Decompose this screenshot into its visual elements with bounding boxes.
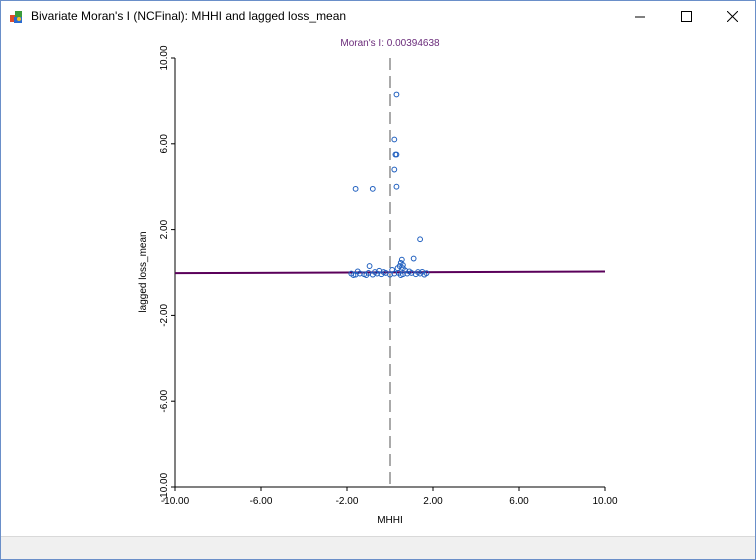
minimize-button[interactable] bbox=[617, 1, 663, 32]
maximize-button[interactable] bbox=[663, 1, 709, 32]
moran-scatter-plot[interactable]: Moran's I: 0.00394638 -10.00 -6.00 -2.00 2.… bbox=[1, 32, 755, 537]
y-tick-label: -6.00 bbox=[159, 389, 170, 412]
minimize-icon bbox=[635, 16, 645, 17]
data-points bbox=[348, 91, 430, 278]
maximize-icon bbox=[680, 11, 692, 22]
window-title: Bivariate Moran's I (NCFinal): MHHI and … bbox=[31, 9, 347, 23]
status-bar bbox=[1, 536, 755, 559]
data-point bbox=[389, 267, 396, 273]
axes: -10.00 -6.00 -2.00 2.00 6.00 10.00 -10.00 -6.00… bbox=[159, 45, 618, 507]
data-point bbox=[350, 272, 357, 278]
y-tick-label: 6.00 bbox=[159, 134, 170, 154]
data-point bbox=[393, 183, 400, 190]
y-tick-label: 2.00 bbox=[159, 219, 170, 239]
data-point bbox=[372, 269, 378, 275]
plot-area[interactable]: Moran's I: 0.00394638 -10.00 -6.00 -2.00 2.… bbox=[1, 32, 755, 537]
data-point bbox=[391, 166, 398, 173]
y-tick-label: 10.00 bbox=[159, 45, 170, 70]
chart-title: Moran's I: 0.00394638 bbox=[340, 38, 440, 49]
x-tick-label: 6.00 bbox=[509, 496, 529, 507]
title-bar[interactable]: Bivariate Moran's I (NCFinal): MHHI and … bbox=[1, 1, 755, 32]
data-point bbox=[369, 185, 376, 192]
data-point bbox=[398, 256, 405, 263]
data-point bbox=[393, 91, 400, 98]
data-point bbox=[391, 136, 398, 143]
data-point bbox=[380, 269, 387, 275]
data-point bbox=[397, 272, 404, 278]
close-button[interactable] bbox=[709, 1, 755, 32]
x-tick-label: -2.00 bbox=[336, 496, 359, 507]
y-axis-label: lagged loss_mean bbox=[138, 231, 149, 312]
data-point bbox=[406, 268, 413, 275]
y-tick-label: -2.00 bbox=[159, 304, 170, 327]
x-tick-label: -10.00 bbox=[161, 496, 190, 507]
data-point bbox=[400, 262, 406, 268]
geoda-app-icon bbox=[10, 11, 22, 23]
x-tick-label: 2.00 bbox=[423, 496, 443, 507]
close-icon bbox=[726, 11, 738, 22]
data-point bbox=[410, 255, 417, 262]
data-point bbox=[363, 272, 370, 278]
data-point bbox=[417, 236, 424, 243]
x-tick-label: -6.00 bbox=[250, 496, 273, 507]
y-tick-label: -10.00 bbox=[159, 472, 170, 501]
x-tick-label: 10.00 bbox=[592, 496, 617, 507]
data-point bbox=[419, 268, 426, 275]
x-axis-label: MHHI bbox=[377, 515, 403, 526]
data-point bbox=[393, 151, 400, 158]
data-point bbox=[352, 185, 359, 192]
data-point bbox=[366, 263, 373, 269]
